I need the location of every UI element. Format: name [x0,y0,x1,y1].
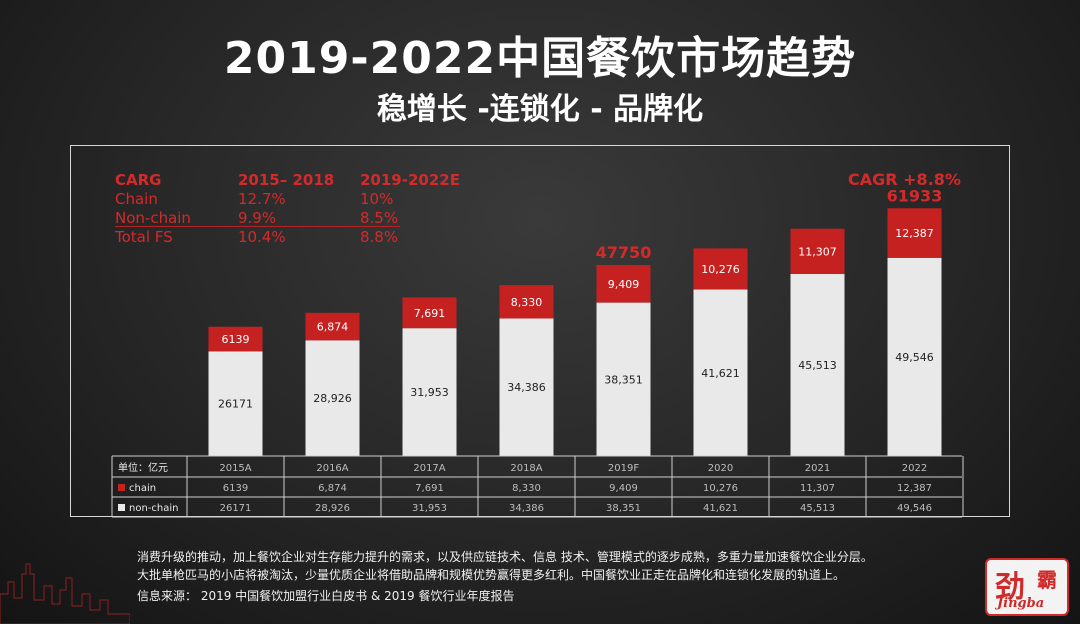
legend-swatch-chain [118,484,125,491]
cagr-header-2019-2022: 2019-2022E [360,171,460,189]
tick-label-2022: 2022 [902,463,927,474]
city-skyline-decoration [0,563,130,624]
cagr-row-chain-2019: 10% [360,190,394,208]
table-non-chain-2021: 45,513 [800,503,835,514]
label-non-chain-2018A: 34,386 [507,381,546,394]
label-chain-2015A: 6139 [222,333,250,346]
total-label-2019F: 47750 [596,243,652,262]
label-non-chain-2019F: 38,351 [604,373,643,386]
cagr-row-nonchain-2015: 9.9% [238,209,277,227]
bar-chain-2015A [208,326,263,352]
tick-label-2019F: 2019F [608,463,639,474]
label-chain-2021: 11,307 [798,245,837,258]
table-chain-2018A: 8,330 [512,483,541,494]
table-non-chain-2020: 41,621 [703,503,738,514]
cagr-row-chain-2015: 12.7% [238,190,286,208]
bar-chain-2021 [790,228,845,274]
cagr-annotation: CAGR +8.8% [848,170,961,189]
bar-non-chain-2019F [596,302,651,456]
logo-text: Jingba [997,596,1045,611]
legend-non-chain: non-chain [129,503,178,514]
table-chain-2015A: 6139 [223,483,248,494]
table-non-chain-2015A: 26171 [220,503,252,514]
label-chain-2016A: 6,874 [317,321,349,334]
legend-swatch-non-chain [118,504,125,511]
table-non-chain-2022: 49,546 [897,503,932,514]
bar-chain-2017A [402,297,457,329]
table-chain-2021: 11,307 [800,483,835,494]
bar-non-chain-2015A [208,351,263,456]
bar-non-chain-2017A [402,328,457,456]
cagr-row-chain-label: Chain [115,190,158,208]
table-chain-2019F: 9,409 [609,483,638,494]
legend-chain: chain [129,483,156,494]
page-subtitle: 稳增长 -连锁化 - 品牌化 [376,92,704,127]
tick-label-2020: 2020 [708,463,733,474]
label-chain-2022: 12,387 [895,227,934,240]
label-chain-2020: 10,276 [701,263,740,276]
tick-label-2018A: 2018A [510,463,542,474]
label-chain-2019F: 9,409 [608,278,640,291]
label-non-chain-2022: 49,546 [895,351,934,364]
tick-label-2021: 2021 [805,463,830,474]
label-non-chain-2015A: 26171 [218,398,253,411]
label-non-chain-2016A: 28,926 [313,392,352,405]
label-non-chain-2021: 45,513 [798,359,837,372]
page-title: 2019-2022中国餐饮市场趋势 [223,33,857,84]
cagr-row-nonchain-2019: 8.5% [360,209,399,227]
table-chain-2017A: 7,691 [415,483,444,494]
table-chain-2016A: 6,874 [318,483,347,494]
bar-non-chain-2020 [693,289,748,456]
bar-non-chain-2021 [790,273,845,456]
bar-chain-2016A [305,312,360,341]
unit-label: 单位：亿元 [118,461,168,474]
table-non-chain-2019F: 38,351 [606,503,641,514]
label-non-chain-2017A: 31,953 [410,386,449,399]
tick-label-2015A: 2015A [219,463,251,474]
table-non-chain-2017A: 31,953 [412,503,447,514]
table-chain-2022: 12,387 [897,483,932,494]
table-non-chain-2016A: 28,926 [315,503,350,514]
bar-non-chain-2022 [887,257,942,456]
cagr-header-2015-2018: 2015– 2018 [238,171,335,189]
footnote-line-1: 消费升级的推动，加上餐饮企业对生存能力提升的需求，以及供应链技术、信息 技术、管… [137,550,873,564]
tick-label-2016A: 2016A [316,463,348,474]
cagr-row-total-2019: 8.8% [360,228,399,246]
table-chain-2020: 10,276 [703,483,738,494]
bar-non-chain-2016A [305,340,360,456]
logo-mark-2: 霸 [1037,568,1057,592]
footnote-line-2: 大批单枪匹马的小店将被淘汰，少量优质企业将借助品牌和规模优势赢得更多红利。中国餐… [137,568,846,582]
jingba-logo: 劲 霸 Jingba [985,558,1069,616]
cagr-header-label: CARG [115,171,162,189]
cagr-row-nonchain-label: Non-chain [115,209,191,227]
source-note: 信息来源： 2019 中国餐饮加盟行业白皮书 & 2019 餐饮行业年度报告 [137,589,515,603]
bar-chain-2020 [693,248,748,290]
logo-mark: 劲 [995,570,1025,605]
bar-non-chain-2018A [499,318,554,456]
bar-chain-2019F [596,264,651,303]
bar-chain-2018A [499,285,554,319]
label-chain-2018A: 8,330 [511,296,543,309]
table-non-chain-2018A: 34,386 [509,503,544,514]
bar-chain-2022 [887,208,942,258]
label-non-chain-2020: 41,621 [701,367,740,380]
label-chain-2017A: 7,691 [414,307,446,320]
cagr-row-total-2015: 10.4% [238,228,286,246]
tick-label-2017A: 2017A [413,463,445,474]
total-label-2022: 61933 [887,186,943,205]
cagr-row-total-label: Total FS [115,228,173,246]
cagr-divider [115,226,400,227]
